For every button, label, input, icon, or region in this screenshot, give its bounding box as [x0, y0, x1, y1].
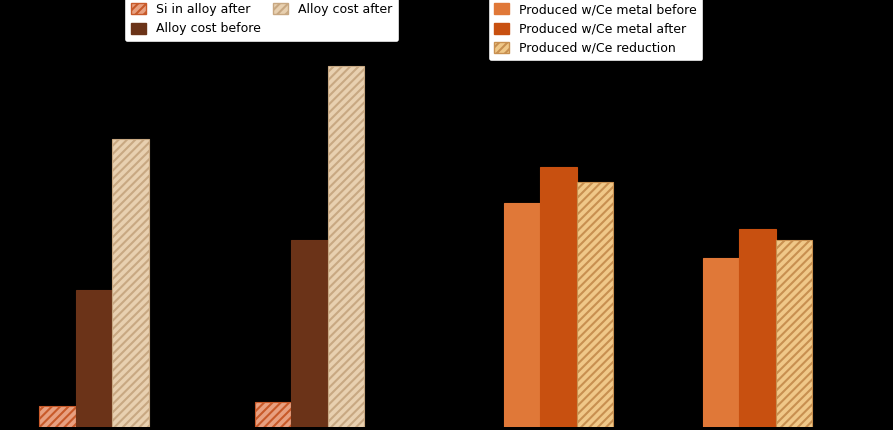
Bar: [291, 240, 328, 427]
Bar: [76, 290, 113, 427]
Bar: [113, 138, 149, 427]
Bar: [255, 402, 291, 427]
Bar: [776, 240, 813, 427]
Legend: Produced w/Ce metal before, Produced w/Ce metal after, Produced w/Ce reduction: Produced w/Ce metal before, Produced w/C…: [488, 0, 704, 61]
Bar: [504, 203, 540, 427]
Bar: [577, 182, 613, 427]
Bar: [328, 66, 364, 427]
Bar: [39, 405, 76, 427]
Bar: [739, 229, 776, 427]
Bar: [540, 167, 577, 427]
Bar: [703, 258, 739, 427]
